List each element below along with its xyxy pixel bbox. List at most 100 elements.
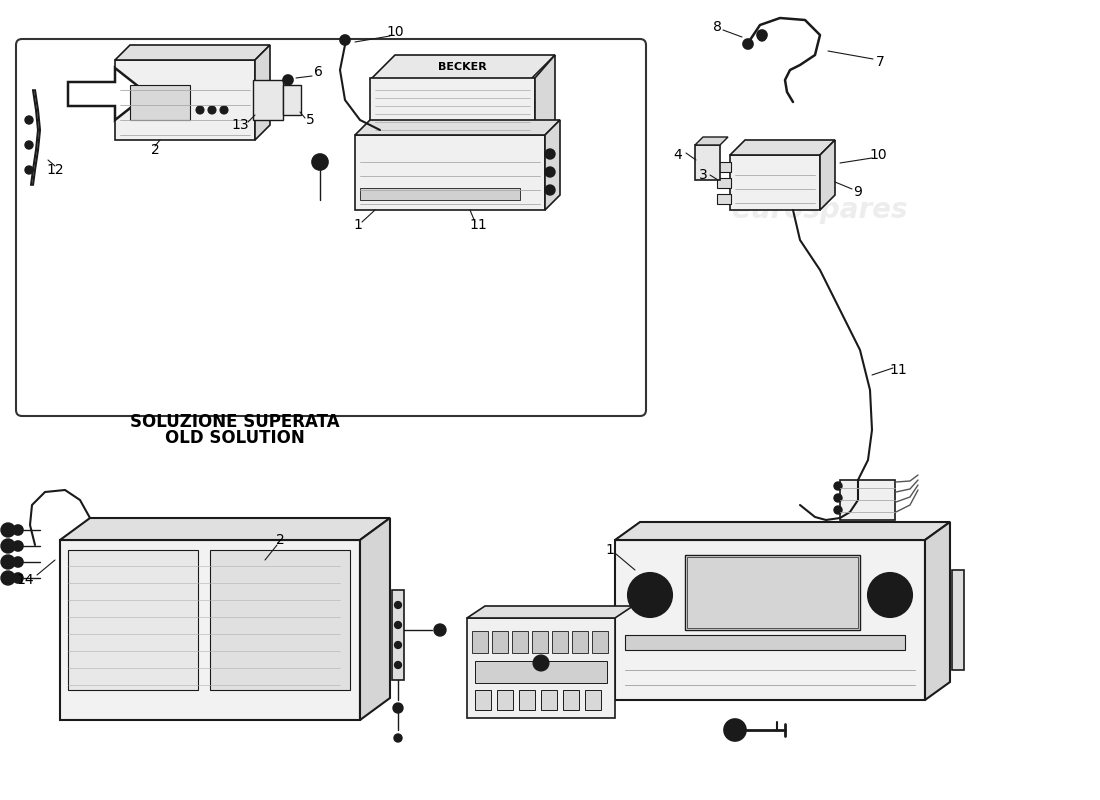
- Bar: [475, 661, 607, 683]
- Polygon shape: [255, 45, 270, 140]
- Text: 9: 9: [854, 185, 862, 199]
- Circle shape: [25, 141, 33, 149]
- Circle shape: [312, 154, 328, 170]
- Text: 4: 4: [673, 148, 682, 162]
- Bar: [497, 690, 513, 710]
- Bar: [253, 80, 283, 120]
- Bar: [283, 85, 301, 115]
- Text: 8: 8: [713, 20, 722, 34]
- Bar: [360, 188, 520, 200]
- Bar: [210, 550, 350, 690]
- Circle shape: [208, 106, 216, 114]
- Bar: [685, 555, 860, 630]
- Circle shape: [395, 602, 402, 609]
- Circle shape: [395, 642, 402, 649]
- Polygon shape: [370, 55, 556, 80]
- Circle shape: [13, 573, 23, 583]
- Text: 10: 10: [869, 148, 887, 162]
- Bar: [370, 78, 535, 135]
- Bar: [130, 85, 190, 120]
- Text: eurospares: eurospares: [192, 536, 367, 564]
- Bar: [717, 162, 732, 172]
- Polygon shape: [355, 120, 560, 135]
- Circle shape: [544, 167, 556, 177]
- Text: BECKER: BECKER: [438, 62, 486, 72]
- Bar: [952, 570, 964, 670]
- Circle shape: [1, 571, 15, 585]
- Bar: [355, 135, 544, 210]
- Bar: [541, 690, 557, 710]
- Bar: [392, 590, 404, 680]
- Polygon shape: [544, 120, 560, 210]
- Circle shape: [834, 494, 842, 502]
- Bar: [519, 690, 535, 710]
- Circle shape: [13, 557, 23, 567]
- Text: 7: 7: [876, 55, 884, 69]
- Polygon shape: [535, 55, 556, 135]
- Bar: [585, 690, 601, 710]
- Circle shape: [834, 506, 842, 514]
- Circle shape: [1, 555, 15, 569]
- Circle shape: [340, 35, 350, 45]
- Circle shape: [13, 525, 23, 535]
- Text: 6: 6: [314, 65, 322, 79]
- Polygon shape: [116, 45, 270, 60]
- Bar: [512, 631, 528, 653]
- Circle shape: [534, 655, 549, 671]
- Text: 14: 14: [16, 573, 34, 587]
- Bar: [840, 480, 895, 520]
- Circle shape: [220, 106, 228, 114]
- Bar: [475, 690, 491, 710]
- Text: 11: 11: [469, 218, 487, 232]
- Text: 3: 3: [698, 168, 707, 182]
- Bar: [615, 540, 925, 700]
- Circle shape: [395, 622, 402, 629]
- Bar: [688, 557, 858, 628]
- Bar: [532, 631, 548, 653]
- Circle shape: [394, 734, 402, 742]
- Circle shape: [544, 149, 556, 159]
- Bar: [68, 550, 198, 690]
- Circle shape: [758, 33, 766, 41]
- Text: eurospares: eurospares: [187, 196, 363, 224]
- Text: 11: 11: [889, 363, 906, 377]
- Text: 5: 5: [306, 113, 315, 127]
- Circle shape: [1, 523, 15, 537]
- Bar: [468, 618, 615, 718]
- FancyBboxPatch shape: [16, 39, 646, 416]
- Bar: [717, 178, 732, 188]
- Text: 1: 1: [353, 218, 362, 232]
- Text: 2: 2: [151, 143, 160, 157]
- Text: 13: 13: [231, 118, 249, 132]
- Bar: [717, 194, 732, 204]
- Bar: [592, 631, 608, 653]
- Polygon shape: [695, 137, 728, 145]
- Circle shape: [757, 30, 767, 40]
- Bar: [625, 635, 905, 650]
- Bar: [563, 690, 579, 710]
- Circle shape: [544, 185, 556, 195]
- Polygon shape: [615, 522, 950, 540]
- Circle shape: [834, 482, 842, 490]
- Bar: [572, 631, 588, 653]
- Text: OLD SOLUTION: OLD SOLUTION: [165, 429, 305, 447]
- Bar: [472, 631, 488, 653]
- Text: 12: 12: [46, 163, 64, 177]
- Circle shape: [196, 106, 204, 114]
- Polygon shape: [468, 606, 632, 618]
- Polygon shape: [60, 518, 390, 540]
- Bar: [552, 631, 568, 653]
- Text: eurospares: eurospares: [733, 536, 908, 564]
- Circle shape: [878, 583, 902, 607]
- Polygon shape: [730, 140, 835, 155]
- Circle shape: [868, 573, 912, 617]
- Circle shape: [393, 703, 403, 713]
- Circle shape: [25, 116, 33, 124]
- Circle shape: [724, 719, 746, 741]
- Polygon shape: [68, 68, 148, 120]
- Text: 10: 10: [386, 25, 404, 39]
- Text: 1: 1: [606, 543, 615, 557]
- Circle shape: [628, 573, 672, 617]
- Polygon shape: [360, 518, 390, 720]
- Circle shape: [744, 40, 752, 48]
